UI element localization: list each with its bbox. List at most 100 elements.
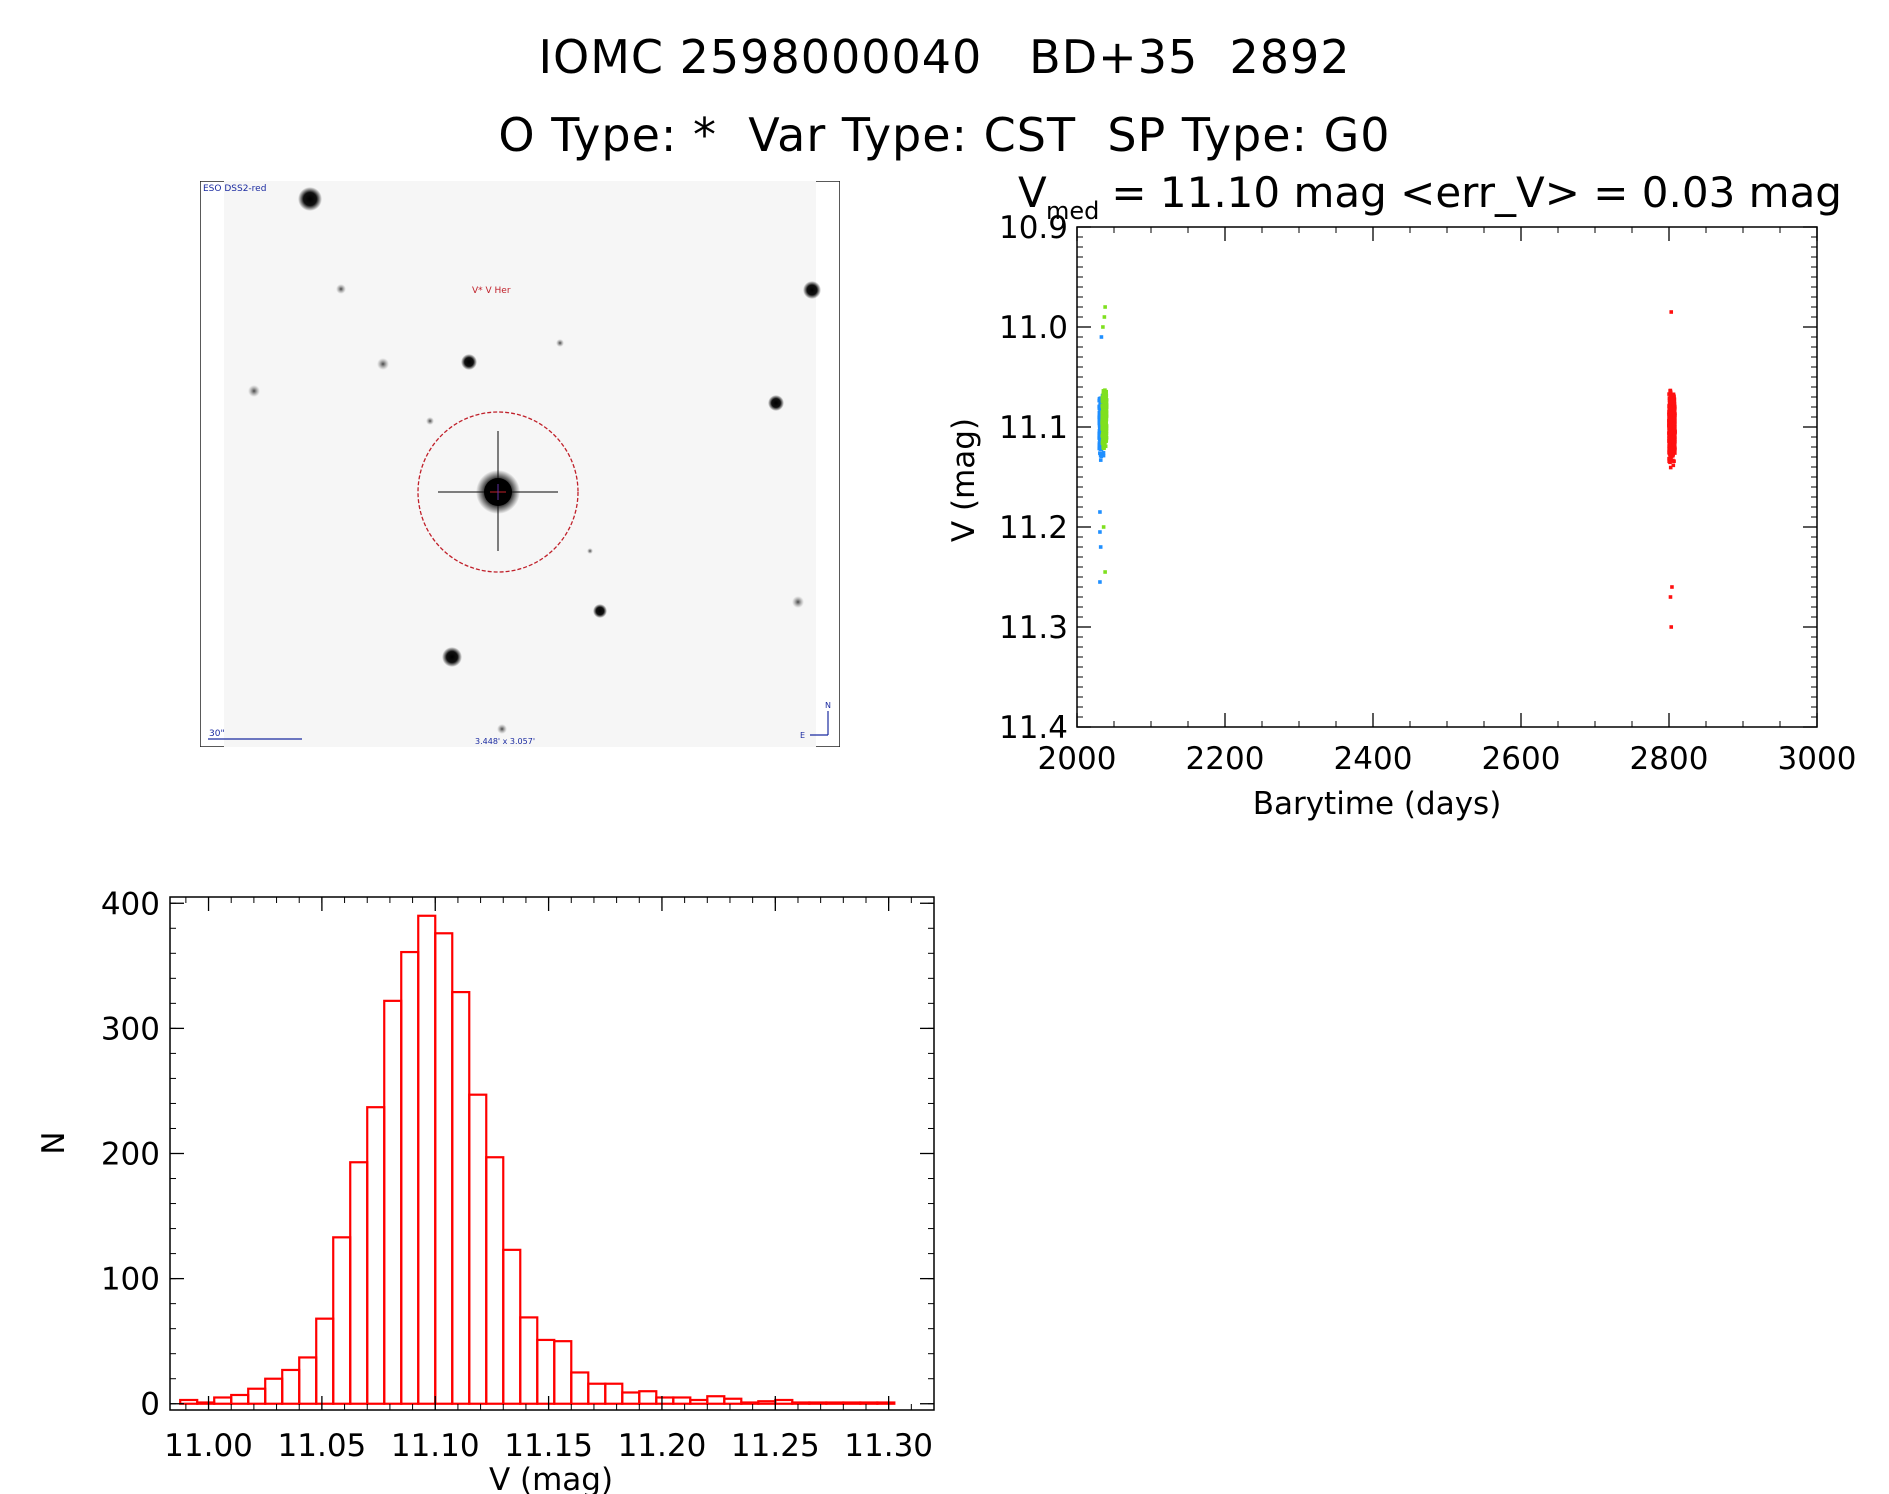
histogram-xlabel: V (mag) (489, 1462, 613, 1494)
data-point (1101, 435, 1105, 440)
data-point (1101, 431, 1106, 436)
data-point (1669, 423, 1673, 427)
data-point (1668, 389, 1672, 393)
data-point (1104, 404, 1108, 408)
histogram-bar (570, 1371, 590, 1405)
data-point (1097, 420, 1102, 425)
data-point (1668, 465, 1673, 470)
north-label: N (825, 701, 831, 710)
data-point (1098, 545, 1103, 549)
histogram-bar (706, 1395, 726, 1405)
data-point (1672, 407, 1677, 411)
data-point (1672, 394, 1676, 398)
data-point (1668, 460, 1672, 465)
histogram-bar (672, 1396, 692, 1405)
histogram-bar (587, 1382, 607, 1405)
histogram-bar (332, 1236, 352, 1405)
x-tick-label: 11.10 (391, 1428, 480, 1464)
data-point (1101, 410, 1106, 415)
x-tick-label: 11.15 (504, 1428, 593, 1464)
histogram-ylabel: N (36, 1131, 72, 1154)
histogram-bar (859, 1401, 879, 1405)
histogram-bar (740, 1401, 760, 1405)
x-tick-label: 11.00 (164, 1428, 253, 1464)
x-tick-label: 2600 (1482, 741, 1561, 777)
data-point (1669, 310, 1674, 314)
sky-background (200, 181, 840, 747)
histogram-bar (536, 1338, 556, 1405)
x-tick-label: 2000 (1038, 741, 1117, 777)
histogram-bar (638, 1390, 658, 1405)
data-point (1100, 414, 1105, 419)
star-field (248, 187, 821, 734)
histogram-bar (723, 1397, 743, 1405)
y-tick-label: 10.9 (999, 210, 1068, 246)
data-point (1670, 446, 1674, 451)
data-point (1101, 451, 1106, 455)
data-point (1103, 421, 1107, 426)
histogram-bar (196, 1401, 216, 1405)
data-point (1100, 404, 1105, 408)
data-point (1667, 442, 1672, 447)
x-tick-label: 11.05 (278, 1428, 367, 1464)
data-point (1671, 463, 1676, 468)
data-point (1672, 446, 1677, 450)
y-tick-label: 11.3 (999, 610, 1068, 646)
data-point (1101, 453, 1106, 458)
y-tick-label: 11.2 (999, 510, 1068, 546)
data-point (1101, 392, 1105, 397)
data-point (1669, 625, 1674, 629)
data-point (1104, 389, 1109, 394)
data-point (1667, 428, 1672, 432)
data-point (1102, 315, 1107, 319)
data-point (1668, 595, 1673, 599)
data-point (1672, 428, 1676, 433)
data-point (1102, 397, 1106, 401)
data-point (1103, 433, 1108, 438)
histogram-bar (383, 999, 403, 1405)
lightcurve-title-sub: med (1046, 197, 1099, 225)
histogram-bar (791, 1401, 811, 1405)
data-point (1104, 431, 1109, 436)
data-point (1668, 400, 1673, 404)
data-point (1098, 451, 1103, 456)
data-point (1103, 570, 1107, 574)
histogram-bar (230, 1393, 250, 1405)
data-point (1667, 456, 1671, 461)
histogram-frame (169, 896, 935, 1411)
fov-label: 3.448' x 3.057' (475, 737, 535, 746)
x-tick-label: 3000 (1778, 741, 1857, 777)
histogram-bar (298, 1356, 318, 1405)
data-point (1102, 408, 1107, 412)
histogram-bar (502, 1248, 522, 1405)
histogram-bar (604, 1382, 624, 1405)
data-point (1101, 389, 1106, 393)
data-point (1668, 449, 1672, 454)
histogram-bar (689, 1398, 709, 1405)
lightcurve-axes: 2000 2200 2400 2600 2800 3000 10.9 11.0 11.1 11.2… (999, 210, 1856, 777)
histogram-bar (774, 1398, 794, 1405)
data-point (1100, 399, 1105, 403)
data-point (1104, 393, 1109, 398)
data-point (1668, 452, 1673, 456)
data-point (1668, 391, 1673, 396)
data-point (1098, 510, 1102, 514)
histogram-bar (264, 1377, 284, 1405)
data-point (1671, 435, 1675, 440)
lightcurve-plot-area (1097, 305, 1677, 629)
data-point (1669, 456, 1673, 461)
histogram-bar (451, 990, 471, 1405)
y-tick-label: 400 (101, 886, 160, 922)
histogram-bar (553, 1340, 573, 1405)
y-tick-label: 200 (101, 1137, 160, 1173)
lightcurve-xlabel: Barytime (days) (1253, 786, 1502, 822)
x-tick-label: 2800 (1630, 741, 1709, 777)
data-point (1098, 433, 1102, 437)
data-point (1669, 419, 1673, 424)
target-label: V* V Her (472, 286, 511, 296)
x-tick-label: 11.25 (731, 1428, 820, 1464)
data-point (1099, 454, 1104, 459)
data-point (1102, 446, 1106, 451)
x-tick-label: 2200 (1186, 741, 1265, 777)
data-point (1103, 419, 1108, 423)
